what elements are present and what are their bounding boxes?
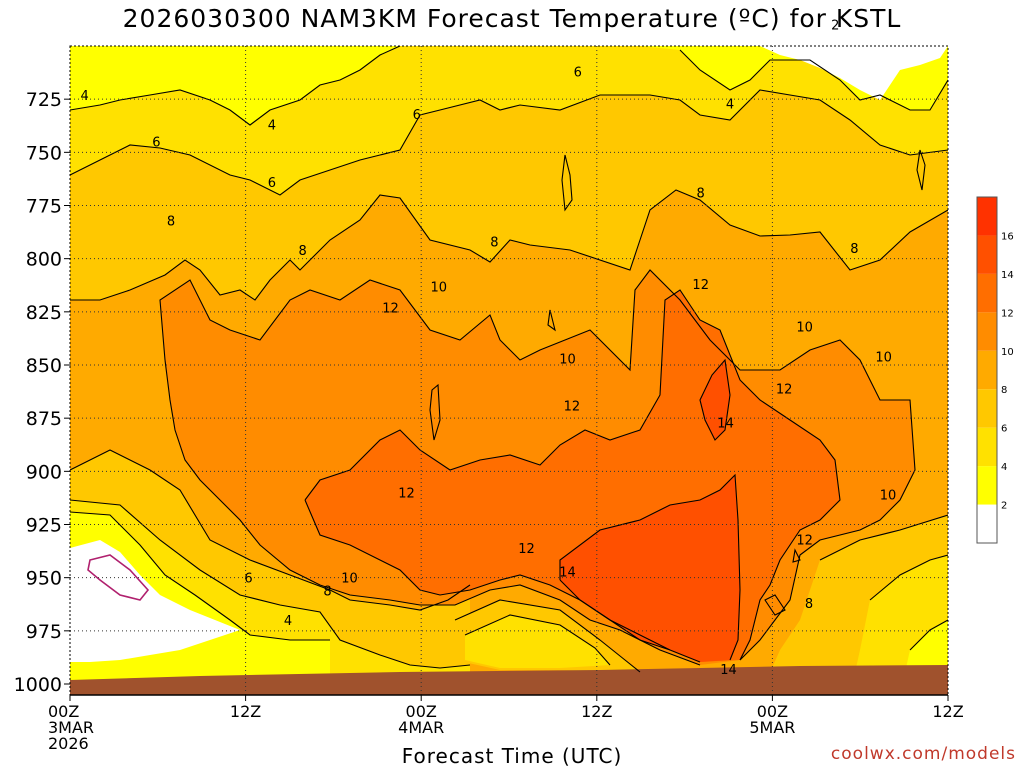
contour-label: 10 [796,321,813,336]
colorbar-label: 12 [1001,308,1014,319]
y-tick-label: 775 [26,196,62,218]
colorbar-swatch [977,350,997,390]
x-tick-label: 4MAR [398,718,444,737]
colorbar-label: 6 [1001,424,1007,435]
contour-label: 8 [850,242,858,257]
y-tick-label: 900 [26,461,62,483]
colorbar-swatch [977,197,997,236]
colorbar-label: 10 [1001,347,1014,358]
y-tick-label: 800 [26,249,62,271]
y-tick-label: 850 [26,355,62,377]
colorbar-label: 14 [1001,270,1014,281]
contour-label: 14 [720,663,737,678]
colorbar-frame [976,196,998,544]
contour-label: 12 [796,533,813,548]
contour-label: 4 [284,614,292,629]
x-tick-label: 5MAR [749,718,795,737]
contour-label: 4 [726,97,734,112]
contour-label: 14 [559,565,576,580]
colorbar-swatch [977,235,997,274]
colorbar-label: 16 [1001,231,1014,242]
contour-label: 2 [831,19,839,34]
contour-label: 12 [692,278,709,293]
contour-label: 10 [880,489,897,504]
y-tick-label: 1000 [14,674,62,696]
contour-label: 10 [341,572,358,587]
y-tick-label: 725 [26,89,62,111]
credit-link[interactable]: coolwx.com/models [830,744,1016,764]
y-tick-label: 875 [26,408,62,430]
contour-label: 14 [717,416,734,431]
contour-label: 8 [490,236,498,251]
y-tick-label: 975 [26,621,62,643]
contour-label: 4 [268,119,276,134]
contour-label: 12 [382,302,399,317]
contour-label: 6 [413,108,421,123]
x-tick-label: 00Z [406,702,437,721]
contour-label: 8 [805,597,813,612]
contour-label: 6 [152,136,160,151]
colorbar-swatch [977,389,997,428]
y-tick-label: 950 [26,568,62,590]
contour-label: 6 [268,176,276,191]
x-tick-label: 12Z [932,702,963,721]
x-tick-label: 3MAR [48,718,94,737]
colorbar-label: 8 [1001,385,1007,396]
chart-title: 2026030300 NAM3KM Forecast Temperature (… [122,4,902,33]
colorbar-swatch [977,273,997,313]
x-tick-label: 2026 [48,734,89,753]
x-tick-label: 12Z [581,702,612,721]
colorbar-label: 2 [1001,501,1007,512]
colorbar-swatch [977,504,997,543]
y-tick-label: 925 [26,515,62,537]
x-tick-label: 00Z [48,702,79,721]
colorbar-label: 4 [1001,462,1007,473]
x-tick-label: 00Z [757,702,788,721]
contour-label: 12 [564,399,581,414]
contour-label: 10 [430,280,447,295]
contour-label: 12 [518,542,535,557]
x-axis-title: Forecast Time (UTC) [401,744,623,768]
contour-label: 4 [80,89,88,104]
contour-label: 6 [244,572,252,587]
contour-label: 8 [167,214,175,229]
colorbar-swatch [977,427,997,467]
contour-label: 10 [875,350,892,365]
y-tick-label: 750 [26,142,62,164]
temperature-field [70,46,948,695]
contour-label: 8 [299,244,307,259]
contour-label: 6 [574,66,582,81]
contour-label: 10 [559,353,576,368]
contour-label: 12 [398,487,415,502]
y-tick-label: 825 [26,302,62,324]
colorbar-swatch [977,312,997,351]
contour-label: 8 [697,187,705,202]
x-tick-label: 12Z [230,702,261,721]
contour-label: 12 [776,382,793,397]
colorbar-swatch [977,466,997,505]
contour-label: 8 [323,584,331,599]
